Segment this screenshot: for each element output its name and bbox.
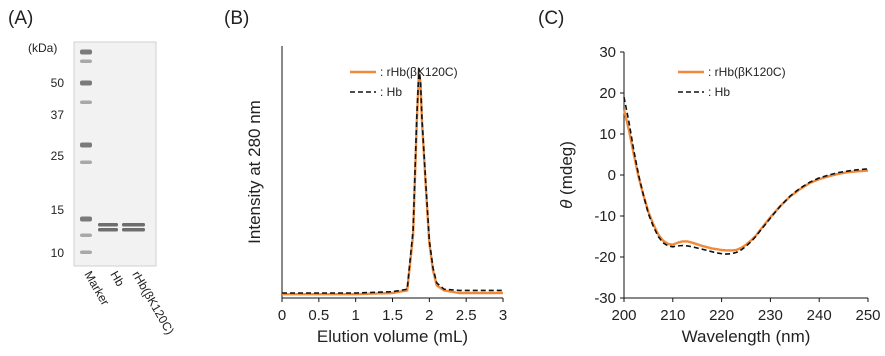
- legend-label: : rHb(βK120C): [708, 65, 786, 79]
- y-tick-label: 20: [599, 85, 616, 102]
- gel-unit-label: (kDa): [28, 41, 57, 55]
- protein-band-lower: [122, 228, 145, 232]
- marker-band: [80, 250, 92, 254]
- x-tick-label: 0: [278, 307, 286, 324]
- panel-a: (A) (kDa) 50 37 25 15 10 Marker Hb rHb(βK120C): [0, 0, 220, 356]
- x-axis-label: Wavelength (nm): [682, 327, 811, 346]
- legend-label: : Hb: [380, 85, 402, 99]
- y-axis-symbol: θ: [557, 199, 576, 209]
- series-line-hb: [623, 96, 869, 255]
- marker-band: [80, 59, 92, 63]
- marker-band: [80, 233, 92, 237]
- y-axis-unit: (mdeg): [557, 141, 576, 200]
- marker-band: [80, 142, 92, 148]
- legend-label: : rHb(βK120C): [380, 65, 458, 79]
- x-tick-label: 0.5: [308, 307, 329, 324]
- gel-marker-label: 15: [51, 203, 65, 217]
- x-tick-label: 230: [758, 307, 783, 324]
- legend-label: : Hb: [708, 85, 730, 99]
- gel-lane-label: Hb: [107, 269, 127, 290]
- protein-band-upper: [98, 223, 118, 227]
- marker-band: [80, 80, 92, 86]
- x-tick-label: 240: [807, 307, 832, 324]
- series-line-hb: [282, 67, 503, 294]
- gel-background: [73, 41, 157, 267]
- gel-marker-label: 25: [51, 149, 65, 163]
- x-tick-label: 2: [425, 307, 433, 324]
- gel-marker-label: 10: [51, 246, 65, 260]
- protein-band-lower: [98, 228, 118, 232]
- panel-c: (C) 200 210 220 230 240 250 30 20 10 0 -10 -20 -30 Wa…: [528, 0, 885, 356]
- series-line-rhb: [622, 109, 869, 252]
- panel-label-b: (B): [224, 8, 250, 29]
- protein-band-upper: [122, 223, 145, 227]
- y-tick-label: -20: [594, 249, 616, 266]
- sec-chart: 0 0.5 1 1.5 2 2.5 3 Elution volume (mL) Intensit…: [245, 46, 507, 346]
- marker-band: [80, 160, 92, 164]
- y-tick-label: 30: [599, 44, 616, 61]
- marker-band: [80, 49, 92, 55]
- x-tick-label: 220: [709, 307, 734, 324]
- y-tick-label: -10: [594, 208, 616, 225]
- panel-label-c: (C): [538, 8, 565, 29]
- x-tick-label: 1: [351, 307, 359, 324]
- x-tick-label: 250: [855, 307, 880, 324]
- x-tick-label: 210: [660, 307, 685, 324]
- gel-lane-label: rHb(βK120C): [129, 269, 177, 337]
- x-tick-label: 1.5: [382, 307, 403, 324]
- y-tick-label: -30: [594, 290, 616, 307]
- y-tick-label: 0: [608, 167, 616, 184]
- x-tick-label: 2.5: [456, 307, 477, 324]
- x-tick-label: 200: [611, 307, 636, 324]
- marker-band: [80, 216, 92, 222]
- panel-b: (B) 0 0.5 1 1.5 2 2.5 3 Elution volume (mL) Inte…: [220, 0, 520, 356]
- series-line-rhb: [282, 70, 503, 296]
- x-axis-label: Elution volume (mL): [317, 327, 468, 346]
- gel-marker-label: 50: [51, 76, 65, 90]
- y-axis-label: θ (mdeg): [557, 141, 576, 209]
- cd-chart: 200 210 220 230 240 250 30 20 10 0 -10 -20 -30 Wavele…: [557, 44, 881, 346]
- y-tick-label: 10: [599, 126, 616, 143]
- y-axis-label: Intensity at 280 nm: [245, 100, 264, 244]
- marker-band: [80, 100, 92, 104]
- x-tick-label: 3: [499, 307, 507, 324]
- gel-marker-label: 37: [51, 108, 65, 122]
- panel-label-a: (A): [8, 8, 34, 29]
